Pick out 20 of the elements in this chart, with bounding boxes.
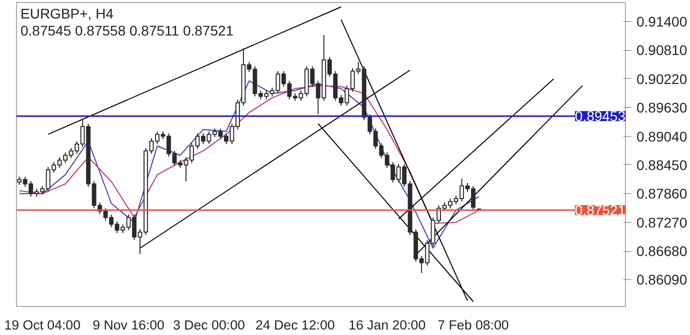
y-tick-label: 0.89040 xyxy=(636,128,688,144)
y-tick-label: 0.88450 xyxy=(636,156,688,173)
y-tick-label: 0.91400 xyxy=(636,13,688,30)
x-tick-label: 9 Nov 16:00 xyxy=(92,318,164,332)
y-tick-label: 0.86090 xyxy=(636,272,688,288)
y-tick-label: 0.89630 xyxy=(636,100,688,116)
x-tick-label: 7 Feb 08:00 xyxy=(438,318,509,332)
y-tick-label: 0.87860 xyxy=(636,186,688,202)
x-tick-label: 16 Jan 20:00 xyxy=(348,318,426,332)
x-tick-label: 3 Dec 00:00 xyxy=(173,318,245,332)
ref-line-label: 0.89453 xyxy=(574,108,626,124)
y-tick-label: 0.87270 xyxy=(636,214,688,230)
text: 0.87545 0.87558 0.87511 0.87521 xyxy=(20,22,234,38)
y-tick-label: 0.90810 xyxy=(636,42,688,58)
ref-line-label: 0.87521 xyxy=(574,202,626,218)
chart-title: EURGBP+, H4 xyxy=(20,6,114,22)
y-tick-label: 0.90220 xyxy=(636,70,688,87)
y-tick-label: 0.86680 xyxy=(636,243,688,260)
x-tick-label: 24 Dec 12:00 xyxy=(256,318,335,332)
x-tick-label: 19 Oct 04:00 xyxy=(4,318,81,332)
